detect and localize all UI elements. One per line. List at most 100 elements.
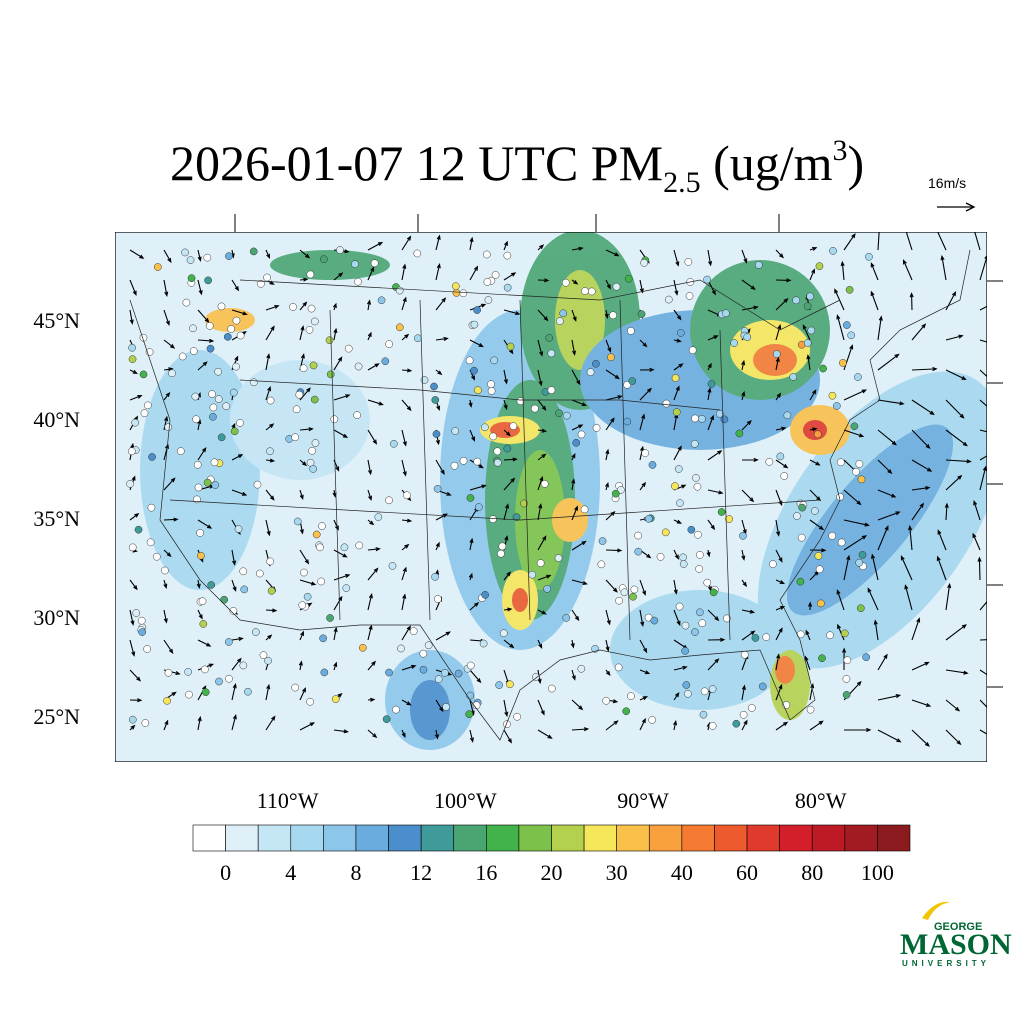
station	[679, 553, 687, 562]
wind-arrow	[707, 489, 724, 495]
wind-arrow	[979, 455, 987, 461]
station	[609, 311, 617, 320]
wind-arrow	[775, 278, 792, 283]
colorbar-swatch	[355, 824, 389, 852]
wind-arrow	[809, 489, 822, 502]
wind-arrow	[333, 574, 351, 581]
station	[138, 628, 146, 636]
wind-arrow	[877, 459, 893, 475]
wind-arrow	[265, 305, 280, 311]
station	[688, 346, 697, 355]
station	[236, 331, 245, 340]
wind-arrow	[163, 549, 172, 558]
station	[392, 705, 400, 714]
station	[413, 249, 422, 258]
wind-arrow	[265, 458, 276, 463]
station	[513, 712, 521, 721]
colorbar-label: 100	[861, 860, 894, 885]
logo-top: GEORGE	[934, 921, 982, 933]
colorbar-swatch	[648, 824, 683, 852]
station	[672, 408, 681, 416]
colorbar-label: 60	[736, 860, 758, 885]
station	[163, 696, 171, 705]
wind-arrow	[435, 541, 440, 551]
wind-arrow	[571, 246, 584, 251]
wind-arrow	[401, 235, 412, 251]
station	[330, 415, 339, 424]
wind-arrow	[129, 724, 136, 731]
station	[562, 411, 571, 420]
station	[698, 619, 707, 627]
wind-arrow	[367, 429, 378, 445]
wind-arrow	[911, 617, 921, 641]
wind-arrow	[945, 429, 968, 447]
wind-arrow	[837, 623, 845, 641]
wind-arrow	[843, 389, 868, 401]
wind-arrow	[537, 244, 545, 251]
station	[623, 417, 632, 426]
station	[826, 631, 834, 640]
wind-arrow	[367, 519, 375, 526]
wind-arrow	[707, 335, 719, 341]
wind-arrow	[435, 459, 445, 475]
station	[354, 277, 362, 286]
station	[682, 681, 691, 689]
wind-arrow	[265, 489, 275, 501]
wind-arrow	[979, 429, 987, 433]
wind-arrow	[945, 290, 957, 311]
wind-arrow	[911, 429, 931, 450]
wind-arrow	[571, 369, 581, 386]
wind-arrow	[979, 639, 987, 641]
wind-arrow	[299, 687, 306, 701]
wind-arrow	[503, 639, 515, 649]
station	[503, 720, 511, 729]
wind-arrow	[877, 653, 888, 671]
wind-arrow	[707, 450, 723, 461]
station	[148, 453, 156, 461]
wind-arrow	[231, 489, 248, 496]
wind-arrow	[435, 234, 441, 251]
station	[671, 482, 679, 490]
lon-label: 90°W	[617, 788, 669, 813]
wind-arrow	[707, 519, 716, 531]
wind-arrow	[673, 519, 683, 524]
wind-arrow	[129, 639, 136, 657]
station	[622, 707, 631, 716]
station	[232, 316, 241, 325]
wind-arrow	[401, 729, 406, 739]
station	[772, 350, 781, 358]
station	[189, 347, 198, 355]
station	[854, 373, 862, 381]
station	[708, 721, 717, 730]
wind-arrow	[741, 457, 759, 463]
wind-arrow	[707, 362, 712, 371]
wind-arrow	[639, 279, 644, 294]
wind-arrow	[836, 314, 845, 341]
station	[487, 387, 496, 395]
station	[186, 256, 195, 264]
wind-arrow	[909, 292, 914, 311]
wind-arrow	[401, 625, 411, 641]
wind-arrow	[197, 249, 202, 262]
station	[196, 529, 204, 537]
station	[395, 323, 404, 332]
station	[205, 322, 214, 330]
station	[776, 452, 785, 461]
wind-arrow	[944, 502, 949, 521]
wind-arrow	[673, 309, 682, 321]
station	[694, 530, 702, 539]
wind-arrow	[979, 699, 987, 708]
colorbar-swatch	[388, 824, 422, 852]
station	[251, 628, 260, 636]
wind-arrow	[367, 624, 373, 641]
wind-arrow	[129, 279, 137, 296]
station	[717, 508, 726, 516]
station	[852, 467, 860, 476]
station	[829, 247, 837, 255]
station	[454, 669, 463, 678]
station	[840, 629, 849, 638]
wind-arrow	[870, 262, 879, 281]
wind-arrow	[503, 503, 510, 521]
wind-arrow	[605, 249, 620, 257]
wind-arrow	[809, 427, 818, 432]
